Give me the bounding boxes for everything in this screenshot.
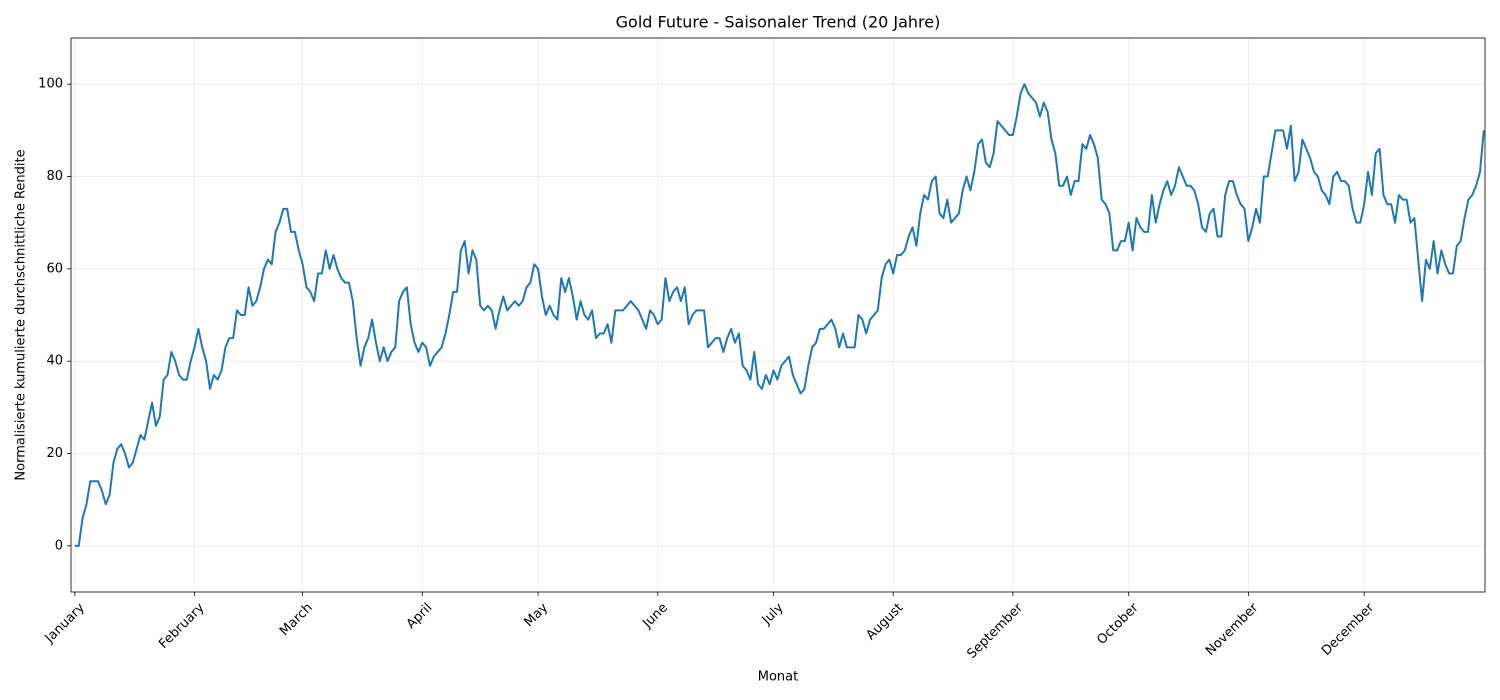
x-tick-label: March — [277, 600, 316, 639]
x-tick-label: February — [156, 600, 208, 652]
x-tick-label: June — [639, 600, 670, 631]
y-tick-label: 40 — [46, 354, 63, 369]
y-tick-label: 100 — [38, 77, 63, 92]
chart-title: Gold Future - Saisonaler Trend (20 Jahre… — [616, 13, 941, 32]
line-series — [74, 83, 1485, 547]
y-tick-label: 0 — [55, 538, 63, 553]
y-tick-label: 20 — [46, 446, 63, 461]
x-tick-label: May — [522, 600, 552, 630]
x-tick-label: September — [965, 600, 1027, 662]
y-tick-label: 60 — [46, 261, 63, 276]
x-tick-label: December — [1319, 600, 1378, 659]
x-axis-label: Monat — [758, 670, 798, 685]
x-tick-label: October — [1094, 600, 1142, 648]
x-tick-label: August — [863, 600, 906, 643]
plot-frame — [70, 37, 1486, 593]
x-tick-label: November — [1203, 600, 1262, 659]
x-tick-label: April — [404, 600, 436, 632]
y-axis-label: Normalisierte kumulierte durchschnittlic… — [14, 149, 29, 480]
x-tick-label: July — [759, 600, 787, 628]
x-tick-label: January — [42, 600, 88, 646]
y-tick-label: 80 — [46, 169, 63, 184]
